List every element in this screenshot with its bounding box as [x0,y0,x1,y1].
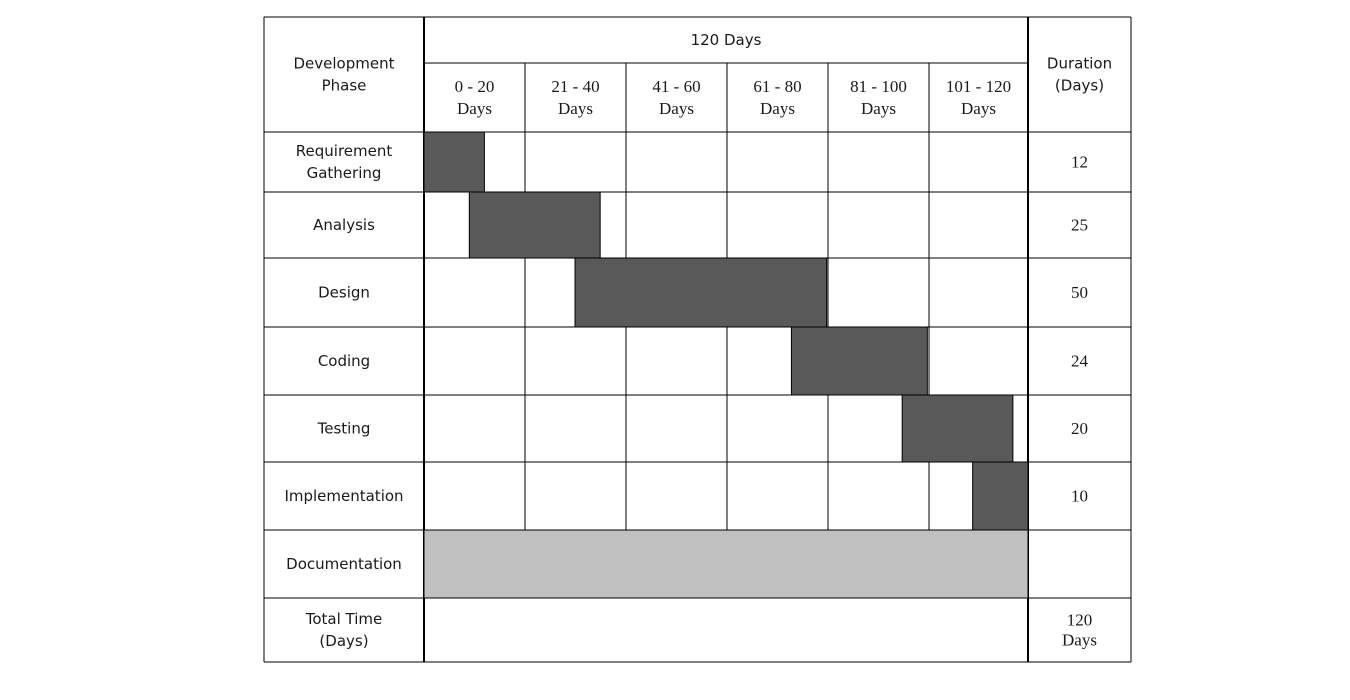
duration-value: 24 [1071,352,1089,371]
phase-bar [972,461,1029,531]
phase-label: Documentation [286,555,402,573]
documentation-bar [423,529,1029,599]
period-column-label: 0 - 20 [455,77,495,96]
phase-label: Implementation [284,487,403,505]
phase-header: Development [294,55,395,73]
duration-value: Days [1062,631,1097,650]
period-column-label: Days [558,99,593,118]
phase-label: Coding [318,352,370,370]
period-column-label: 61 - 80 [753,77,801,96]
period-column-label: 101 - 120 [946,77,1011,96]
period-column-label: Days [457,99,492,118]
period-column-label: Days [659,99,694,118]
phase-bar [790,326,928,396]
duration-value: 12 [1071,153,1088,172]
phase-label: Requirement [296,142,393,160]
duration-value: 120 [1067,611,1093,630]
period-column-label: 81 - 100 [850,77,907,96]
phase-bar [468,191,601,259]
phase-header: Phase [322,77,367,95]
phase-label: Total Time [305,610,383,628]
phase-label: Gathering [307,164,382,182]
phase-label: (Days) [319,632,368,650]
phase-bar [574,257,828,328]
period-column-label: Days [961,99,996,118]
duration-header: Duration [1047,55,1112,73]
period-column-label: Days [760,99,795,118]
phase-bar [423,131,485,193]
phase-label: Design [318,284,370,302]
period-column-label: 41 - 60 [652,77,700,96]
span-header: 120 Days [691,31,762,49]
duration-value: 25 [1071,216,1088,235]
period-column-label: Days [861,99,896,118]
duration-header: (Days) [1055,77,1104,95]
phase-label: Testing [317,420,371,438]
duration-value: 10 [1071,487,1088,506]
phase-bar [901,394,1014,463]
duration-value: 50 [1071,283,1088,302]
duration-value: 20 [1071,419,1088,438]
phase-label: Analysis [313,216,375,234]
period-column-label: 21 - 40 [551,77,599,96]
